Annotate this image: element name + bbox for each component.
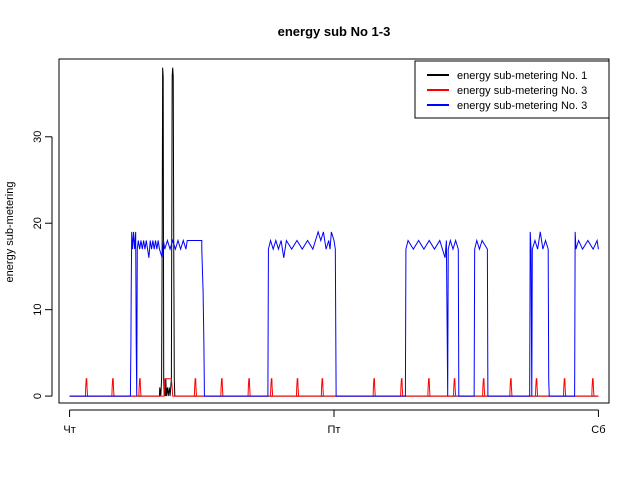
x-tick-label: Пт xyxy=(328,424,341,436)
series-layer xyxy=(69,67,599,397)
series-line-3 xyxy=(69,230,599,397)
series-line-2 xyxy=(69,378,599,397)
chart-title: energy sub No 1-3 xyxy=(278,24,391,39)
y-tick-label: 30 xyxy=(32,131,44,143)
axes-layer: Чт Пт Сб 0 10 20 30 xyxy=(32,131,606,436)
legend: energy sub-metering No. 1 energy sub-mete… xyxy=(414,60,610,119)
legend-label-2: energy sub-metering No. 3 xyxy=(457,85,587,97)
x-tick-label: Чт xyxy=(63,424,75,436)
series-line-1 xyxy=(69,67,599,397)
y-tick-label: 10 xyxy=(32,304,44,316)
y-tick-label: 20 xyxy=(32,217,44,229)
y-axis-label: energy sub-metering xyxy=(4,182,16,283)
y-tick-label: 0 xyxy=(32,393,44,399)
legend-label-1: energy sub-metering No. 1 xyxy=(457,70,587,82)
legend-label-3: energy sub-metering No. 3 xyxy=(457,100,587,112)
x-tick-label: Сб xyxy=(591,424,605,436)
plot-frame xyxy=(58,58,610,404)
